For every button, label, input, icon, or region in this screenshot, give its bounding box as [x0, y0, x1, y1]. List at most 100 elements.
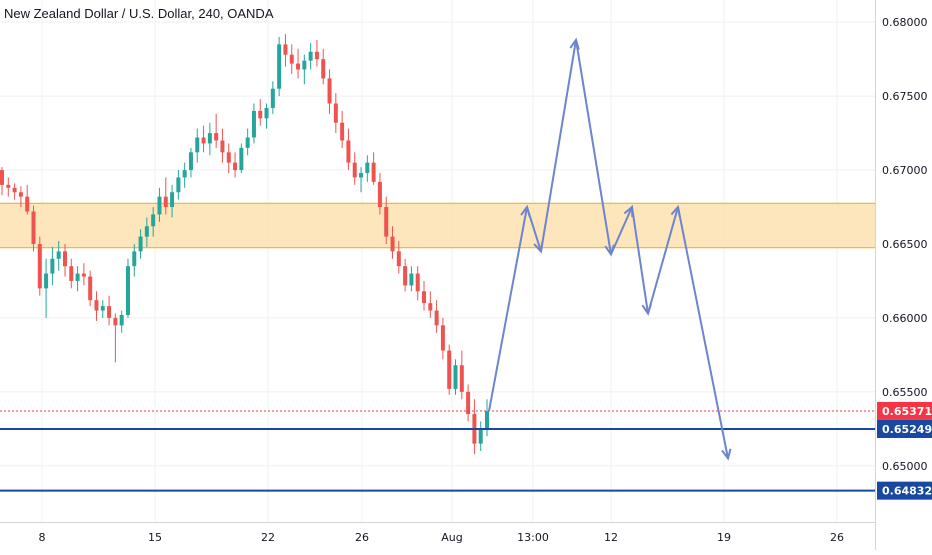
- candle-body: [233, 162, 238, 171]
- candle-body: [113, 317, 118, 326]
- candle-body: [434, 310, 439, 326]
- horizontal-lines: [0, 410, 875, 492]
- candle-body: [333, 103, 338, 123]
- x-tick-label: 22: [261, 531, 275, 544]
- candle-body: [340, 122, 345, 141]
- candle: [359, 167, 364, 193]
- candle: [434, 300, 439, 333]
- x-tick-label: 13:00: [517, 531, 549, 544]
- candle: [352, 152, 357, 185]
- candle: [44, 258, 49, 318]
- candle-body: [409, 273, 414, 286]
- x-tick-label: Aug: [441, 531, 462, 544]
- candle: [182, 162, 187, 188]
- candle-body: [151, 214, 156, 227]
- candle-body: [245, 137, 250, 148]
- candle: [289, 44, 294, 74]
- candle: [50, 246, 55, 286]
- candle-body: [365, 162, 370, 174]
- candle: [453, 359, 458, 395]
- candle-body: [346, 140, 351, 163]
- x-tick-label: 19: [717, 531, 731, 544]
- candle-body: [0, 170, 4, 185]
- candle-body: [12, 187, 17, 193]
- projection-segment: [631, 206, 649, 314]
- projection-segment: [526, 206, 542, 252]
- candle: [390, 226, 395, 259]
- candle-body: [466, 391, 471, 415]
- candle: [62, 243, 67, 277]
- candle-body: [214, 133, 219, 141]
- candle: [258, 99, 263, 126]
- candle-body: [44, 273, 49, 289]
- candle-body: [422, 291, 427, 304]
- candle: [107, 295, 112, 326]
- candle: [409, 266, 414, 292]
- candle: [233, 152, 238, 178]
- candle-body: [453, 365, 458, 389]
- candle-body: [308, 51, 313, 61]
- projection-segment: [647, 206, 679, 314]
- candle: [214, 113, 219, 148]
- candle-body: [283, 44, 288, 55]
- candle-body: [37, 243, 42, 289]
- candle: [56, 241, 61, 271]
- candle-body: [270, 88, 275, 108]
- candle: [6, 177, 11, 197]
- candle-body: [258, 110, 263, 119]
- candle-body: [182, 170, 187, 178]
- candle: [403, 258, 408, 292]
- candle: [459, 350, 464, 400]
- projection-segment: [677, 206, 729, 459]
- candle-body: [403, 266, 408, 286]
- y-tick-label: 0.65500: [882, 386, 928, 399]
- candle: [157, 187, 162, 222]
- candle: [245, 128, 250, 156]
- candle: [88, 270, 93, 307]
- candle-body: [447, 350, 452, 389]
- candle: [138, 229, 143, 259]
- projection-path: [488, 37, 732, 461]
- candle: [396, 241, 401, 274]
- candle: [226, 143, 231, 174]
- candle-body: [220, 140, 225, 153]
- candle: [466, 384, 471, 422]
- candle-body: [25, 196, 30, 212]
- candle: [125, 258, 130, 318]
- candle: [239, 143, 244, 174]
- y-tick-label: 0.67500: [882, 90, 928, 103]
- projection-segment: [488, 206, 528, 412]
- candle: [25, 184, 30, 215]
- candle: [472, 399, 477, 454]
- candle-body: [170, 192, 175, 208]
- candle: [31, 205, 36, 252]
- candle-body: [377, 181, 382, 208]
- candle: [384, 196, 389, 244]
- candle: [69, 258, 74, 289]
- candle-body: [107, 306, 112, 318]
- candle: [94, 291, 99, 321]
- candle: [81, 263, 86, 286]
- candle: [321, 48, 326, 85]
- candle: [176, 170, 181, 200]
- candle-body: [207, 133, 212, 144]
- candle: [270, 81, 275, 114]
- candle-body: [31, 211, 36, 244]
- candle-body: [264, 107, 269, 119]
- candle-body: [478, 428, 483, 444]
- candle-body: [75, 273, 80, 281]
- candle: [220, 128, 225, 163]
- candle: [415, 266, 420, 301]
- projection-segment: [575, 39, 612, 255]
- candle: [346, 128, 351, 171]
- candle-body: [327, 78, 332, 104]
- candle-body: [239, 147, 244, 171]
- projection-segment: [610, 206, 633, 255]
- x-tick-label: 26: [830, 531, 844, 544]
- price-label-text: 0.65249: [882, 423, 932, 436]
- candle-body: [384, 207, 389, 237]
- candle-body: [415, 273, 420, 292]
- candle: [277, 36, 282, 97]
